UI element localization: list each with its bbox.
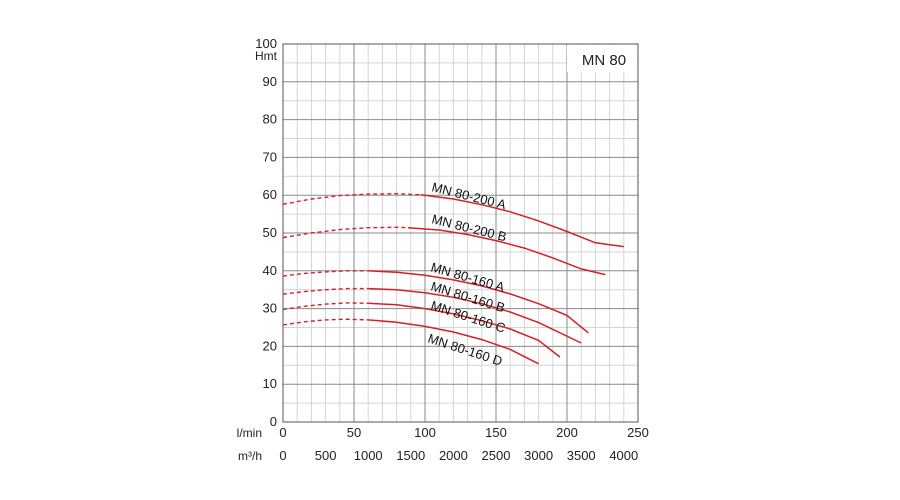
curves xyxy=(282,192,624,365)
x-tick-label-lmin: 250 xyxy=(627,425,649,440)
y-tick-label: 90 xyxy=(263,74,277,89)
x-tick-label-m3h: 1500 xyxy=(396,448,425,463)
curve-label: MN 80-160 D xyxy=(426,331,504,369)
curve-solid-segment xyxy=(368,319,539,365)
y-tick-label: 70 xyxy=(263,149,277,164)
x-tick-label-m3h: 2000 xyxy=(439,448,468,463)
curve-dashed-segment xyxy=(282,302,369,311)
y-tick-label: 30 xyxy=(263,301,277,316)
x-tick-label-m3h: 3000 xyxy=(524,448,553,463)
curve-dashed-segment xyxy=(282,318,369,326)
y-tick-label: 0 xyxy=(270,414,277,429)
y-tick-labels: 0 10 20 30 40 50 60 70 80 90 100 xyxy=(255,36,277,429)
grid xyxy=(283,44,638,422)
curve-dashed-segment xyxy=(282,192,421,205)
x-tick-label-m3h: 4000 xyxy=(609,448,638,463)
y-tick-label: 50 xyxy=(263,225,277,240)
x-tick-labels: 0 50 100 150 200 2500 500 1000 1500 2000 2500 3000 3… xyxy=(279,425,648,463)
x-tick-label-lmin: 150 xyxy=(485,425,507,440)
y-tick-label: 40 xyxy=(263,263,277,278)
curve-solid-segment xyxy=(407,226,606,276)
y-tick-label: 10 xyxy=(263,376,277,391)
curve-label: MN 80-200 B xyxy=(430,211,508,244)
x-tick-label-lmin: 0 xyxy=(279,425,286,440)
x-tick-label-m3h: 500 xyxy=(315,448,337,463)
curve-dashed-segment xyxy=(282,287,369,295)
y-tick-label: 60 xyxy=(263,187,277,202)
curve-solid-segment xyxy=(368,270,589,334)
curve-solid-segment xyxy=(420,194,624,248)
y-tick-label: 100 xyxy=(255,36,277,51)
curve-dashed-segment xyxy=(282,270,369,277)
curve-solid-segment xyxy=(368,302,561,358)
x-tick-label-m3h: 1000 xyxy=(354,448,383,463)
x-axis-unit-lmin: l/min xyxy=(237,426,262,440)
x-tick-label-m3h: 2500 xyxy=(482,448,511,463)
x-axis-unit-m3h: m³/h xyxy=(238,449,262,463)
x-tick-label-m3h: 0 xyxy=(279,448,286,463)
model-box xyxy=(567,45,637,72)
plot-frame xyxy=(282,43,639,423)
curve-solid-segment xyxy=(368,287,582,344)
y-axis-label: Hmt xyxy=(255,49,278,63)
curve-dashed-segment xyxy=(282,226,409,239)
x-tick-label-m3h: 3500 xyxy=(567,448,596,463)
x-tick-label-lmin: 50 xyxy=(347,425,361,440)
model-title: MN 80 xyxy=(582,52,626,69)
x-tick-label-lmin: 200 xyxy=(556,425,578,440)
y-tick-label: 80 xyxy=(263,112,277,127)
y-tick-label: 20 xyxy=(263,338,277,353)
x-tick-label-lmin: 100 xyxy=(414,425,436,440)
